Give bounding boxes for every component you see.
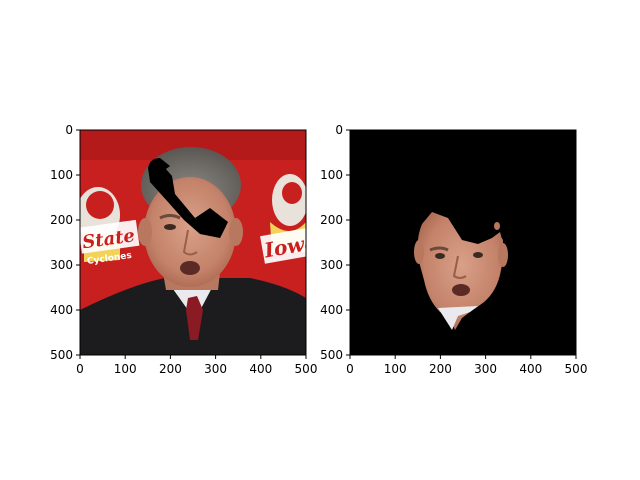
y-tick-label: 100 xyxy=(320,168,343,182)
y-tick-label: 200 xyxy=(50,213,73,227)
x-tick-label: 100 xyxy=(384,362,407,376)
y-tick-label: 300 xyxy=(320,258,343,272)
y-tick-label: 500 xyxy=(50,348,73,362)
x-tick-label: 500 xyxy=(295,362,318,376)
x-tick-label: 400 xyxy=(519,362,542,376)
y-tick-label: 400 xyxy=(50,303,73,317)
y-tick-label: 200 xyxy=(320,213,343,227)
x-tick-label: 0 xyxy=(346,362,354,376)
face xyxy=(144,177,236,287)
x-tick-label: 300 xyxy=(204,362,227,376)
left-axes-frame xyxy=(79,129,307,356)
segmented-face xyxy=(417,212,505,330)
x-tick-label: 300 xyxy=(474,362,497,376)
left-image: State Cyclones Iowa xyxy=(80,130,306,355)
right-axes-frame xyxy=(349,129,577,356)
x-tick-label: 200 xyxy=(159,362,182,376)
black-stroke-mark xyxy=(148,160,226,238)
right-banner-logo: Iowa xyxy=(260,174,306,264)
x-tick-label: 0 xyxy=(76,362,84,376)
y-tick-label: 0 xyxy=(65,123,73,137)
right-image xyxy=(350,130,576,355)
x-tick-label: 100 xyxy=(114,362,137,376)
x-tick-label: 400 xyxy=(249,362,272,376)
x-tick-label: 500 xyxy=(565,362,588,376)
y-tick-label: 500 xyxy=(320,348,343,362)
y-tick-label: 0 xyxy=(335,123,343,137)
y-tick-label: 300 xyxy=(50,258,73,272)
necktie xyxy=(186,296,203,340)
x-tick-label: 200 xyxy=(429,362,452,376)
y-tick-label: 400 xyxy=(320,303,343,317)
y-tick-label: 100 xyxy=(50,168,73,182)
